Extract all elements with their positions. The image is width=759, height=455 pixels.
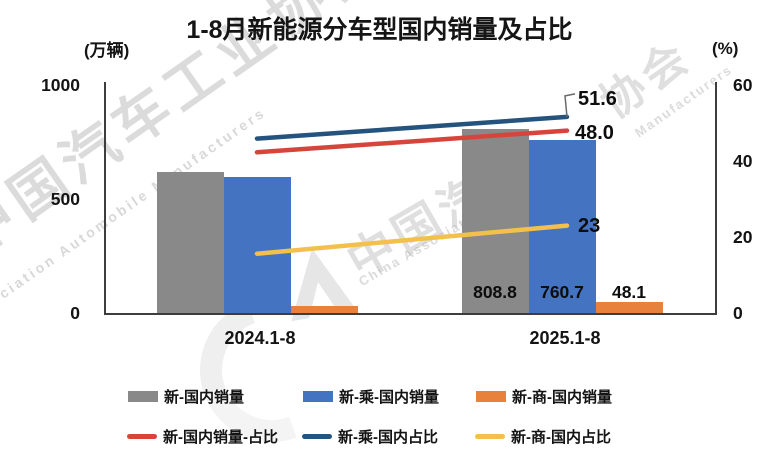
x-axis-line [104,313,717,315]
line-series-overlay [254,93,576,256]
legend-bar-swatch-新-商-国内销量 [476,391,506,402]
legend-item-新-国内销量-占比: 新-国内销量-占比 [127,426,278,447]
legend-item-新-商-国内占比: 新-商-国内占比 [475,426,611,447]
bar-value-label-新-商-国内销量-2025.1-8: 48.1 [611,282,647,302]
legend-line-swatch-新-乘-国内占比 [302,434,332,439]
legend-line-swatch-新-商-国内占比 [475,434,505,439]
x-label-2025.1-8: 2025.1-8 [529,328,601,348]
bar-新-乘-国内销量-2024.1-8 [223,177,291,313]
legend-line-swatch-新-国内销量-占比 [127,434,157,439]
legend-bar-swatch-新-乘-国内销量 [303,391,333,402]
legend-label-新-商-国内销量: 新-商-国内销量 [512,389,612,406]
left-axis-unit-label: (万辆) [84,41,130,60]
line-新-商-国内占比 [254,223,570,256]
right-axis-unit-label: (%) [712,39,739,58]
bar-新-国内销量-2024.1-8 [156,171,224,313]
line-end-label-新-商-国内占比: 23 [578,214,601,237]
right-tick-40: 40 [733,151,753,171]
legend-label-新-商-国内占比: 新-商-国内占比 [511,429,611,446]
x-label-2024.1-8: 2024.1-8 [224,328,296,348]
legend-bar-swatch-新-国内销量 [128,391,158,402]
left-axis-line [104,82,106,315]
left-tick-1000: 1000 [41,75,80,95]
right-tick-60: 60 [733,75,753,95]
bar-value-label-新-乘-国内销量-2025.1-8: 760.7 [540,282,584,302]
right-axis-ticks: 60 40 20 0 [731,75,759,323]
right-tick-0: 0 [733,303,743,323]
legend-item-新-乘-国内占比: 新-乘-国内占比 [302,426,438,447]
leader-line-新-乘-国内占比 [564,93,576,117]
right-tick-20: 20 [733,227,753,247]
line-新-乘-国内占比 [254,114,570,141]
legend-label-新-乘-国内销量: 新-乘-国内销量 [339,389,439,406]
legend-label-新-乘-国内占比: 新-乘-国内占比 [338,429,438,446]
legend-item-新-乘-国内销量: 新-乘-国内销量 [303,386,439,407]
legend-item-新-国内销量: 新-国内销量 [128,386,244,407]
chart-title: 1-8月新能源分车型国内销量及占比 [186,16,573,44]
left-tick-500: 500 [50,189,80,209]
bar-value-label-新-国内销量-2025.1-8: 808.8 [473,282,517,302]
line-新-国内销量-占比 [254,128,570,155]
left-tick-0: 0 [70,303,80,323]
bar-新-国内销量-2025.1-8 [461,128,529,313]
legend-label-新-国内销量: 新-国内销量 [164,389,244,406]
bar-新-商-国内销量-2025.1-8 [595,302,663,313]
line-end-label-新-国内销量-占比: 48.0 [575,121,614,144]
left-axis-ticks: 1000 500 0 [0,75,84,323]
legend-label-新-国内销量-占比: 新-国内销量-占比 [163,429,278,446]
bar-新-商-国内销量-2024.1-8 [290,305,358,313]
right-axis-line [715,82,717,315]
legend-item-新-商-国内销量: 新-商-国内销量 [476,386,612,407]
plot-area: 48.0 51.6 23 808.8 760.7 48.1 [105,80,716,315]
line-end-label-新-乘-国内占比: 51.6 [578,87,617,110]
